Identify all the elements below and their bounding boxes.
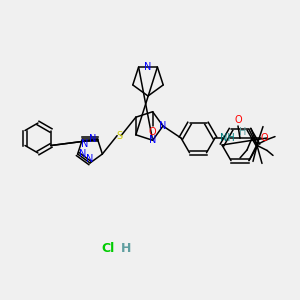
Text: N: N xyxy=(81,140,88,149)
Text: O: O xyxy=(234,115,242,125)
Text: N: N xyxy=(86,154,94,164)
Text: N: N xyxy=(159,121,167,131)
Text: N: N xyxy=(89,134,96,145)
Text: H: H xyxy=(121,242,131,254)
Text: H: H xyxy=(239,127,247,137)
Text: NH: NH xyxy=(220,133,234,143)
Text: N: N xyxy=(144,62,152,72)
Text: N: N xyxy=(149,135,156,145)
Text: N: N xyxy=(79,149,86,159)
Text: S: S xyxy=(116,130,122,141)
Text: O: O xyxy=(260,133,268,143)
Text: Cl: Cl xyxy=(101,242,115,254)
Text: O: O xyxy=(149,127,156,137)
